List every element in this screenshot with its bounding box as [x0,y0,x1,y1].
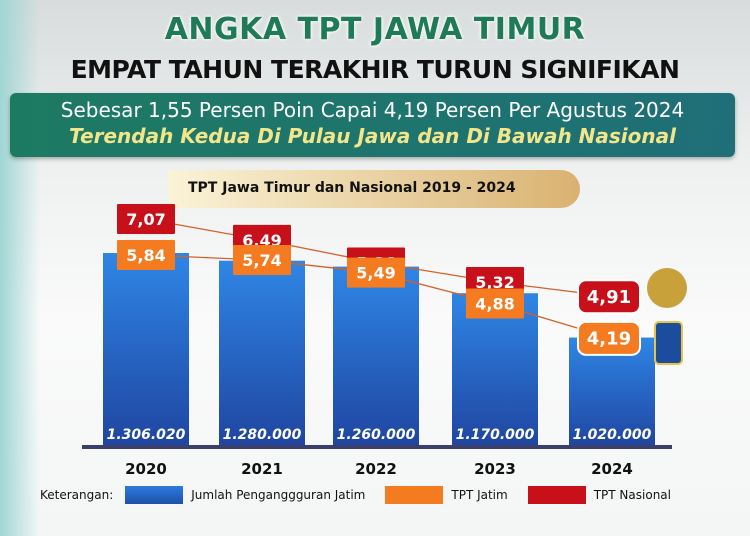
bar-2021 [219,260,305,447]
x-tick-label: 2024 [591,460,633,478]
x-axis-line [82,445,672,449]
legend: Keterangan: Jumlah Penganggguran Jatim T… [40,486,671,504]
legend-label-tpt-jatim: TPT Jatim [451,488,508,502]
bar-2022 [333,266,419,447]
x-tick-label: 2021 [241,460,283,478]
legend-title: Keterangan: [40,488,114,502]
background-accent [0,0,40,536]
bar-2020 [103,253,189,447]
jatim-emblem-icon [654,321,683,365]
highlight-banner: Sebesar 1,55 Persen Poin Capai 4,19 Pers… [10,93,735,157]
tpt-jatim-data-label: 4,88 [475,294,514,313]
tpt-jatim-data-label: 5,74 [242,251,281,270]
tpt-nasional-data-label: 7,07 [126,210,165,229]
banner-line-1: Sebesar 1,55 Persen Poin Capai 4,19 Pers… [60,98,685,122]
tpt-nasional-data-label: 4,91 [587,287,631,308]
tpt-nasional-marker [117,204,175,234]
bar-value-label: 1.280.000 [223,427,302,443]
bar-value-label: 1.306.020 [107,427,186,443]
bar-2023 [452,293,538,447]
x-tick-label: 2022 [355,460,397,478]
bar-value-label: 1.170.000 [456,427,535,443]
subtitle: EMPAT TAHUN TERAKHIR TURUN SIGNIFIKAN [70,55,680,84]
chart-title-pill: TPT Jawa Timur dan Nasional 2019 - 2024 [168,170,580,208]
tpt-nasional-marker [577,279,641,315]
tpt-jatim-data-label: 5,84 [126,246,165,265]
bar-value-label: 1.020.000 [573,427,652,443]
main-title: ANGKA TPT JAWA TIMUR [164,12,586,47]
legend-label-jumlah: Jumlah Penganggguran Jatim [191,488,366,502]
legend-label-tpt-nasional: TPT Nasional [593,488,671,502]
tpt-jatim-marker [466,288,524,319]
x-tick-label: 2023 [474,460,516,478]
tpt-jatim-data-label: 4,19 [587,328,631,349]
tpt-jatim-marker [577,320,641,356]
banner-line-2: Terendah Kedua Di Pulau Jawa dan Di Bawa… [69,124,676,148]
x-tick-label: 2020 [125,460,167,478]
tpt-jatim-marker [347,257,405,288]
tpt-jatim-marker [233,245,291,276]
chart-title: TPT Jawa Timur dan Nasional 2019 - 2024 [188,180,516,196]
tpt-nasional-data-label: 5,32 [475,273,514,292]
legend-swatch-tpt-jatim [385,486,444,504]
tpt-jatim-data-label: 5,49 [356,264,395,283]
garuda-emblem-icon [647,268,687,308]
tpt-jatim-marker [117,240,175,270]
legend-swatch-jumlah [125,486,184,504]
bar-value-label: 1.260.000 [337,427,416,443]
legend-swatch-tpt-nasional [527,486,586,504]
